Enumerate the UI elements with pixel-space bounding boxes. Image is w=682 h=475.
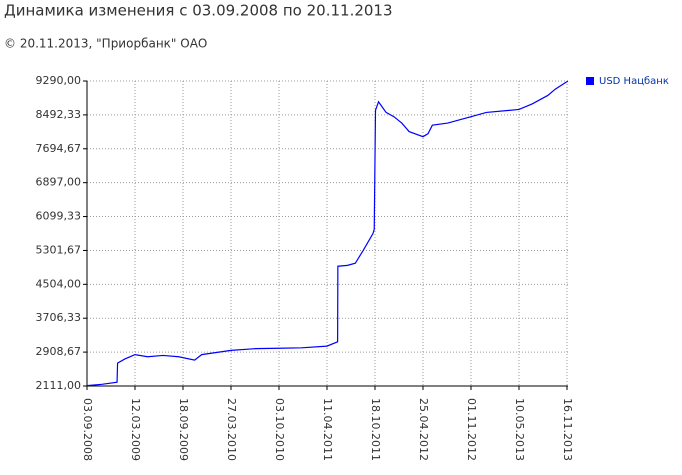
- y-tick-label: 4504,00: [36, 277, 82, 290]
- x-tick-label: 16.11.2013: [561, 398, 574, 461]
- legend-label: USD Нацбанк: [599, 76, 669, 87]
- x-tick-label: 12.03.2009: [129, 398, 142, 461]
- x-tick-label: 18.09.2009: [177, 398, 190, 461]
- x-tick-label: 03.09.2008: [81, 398, 94, 461]
- x-tick-label: 27.03.2010: [225, 398, 238, 461]
- line: [86, 80, 569, 387]
- x-tick-label: 18.10.2011: [369, 398, 382, 461]
- y-tick-label: 2111,00: [36, 379, 82, 392]
- y-tick-label: 7694,67: [36, 142, 82, 155]
- x-tick-label: 11.04.2011: [321, 398, 334, 461]
- chart-title: Динамика изменения с 03.09.2008 по 20.11…: [4, 2, 393, 20]
- y-tick-label: 8492,33: [36, 108, 82, 121]
- y-tick-label: 5301,67: [36, 243, 82, 256]
- y-tick-label: 6897,00: [36, 176, 82, 189]
- y-tick-label: 2908,67: [36, 345, 82, 358]
- legend-swatch: [586, 77, 594, 85]
- y-tick-label: 6099,33: [36, 210, 82, 223]
- y-tick-label: 9290,00: [36, 74, 82, 87]
- y-tick-label: 3706,33: [36, 311, 82, 324]
- x-tick-label: 01.11.2012: [465, 398, 478, 461]
- x-tick-label: 10.05.2013: [513, 398, 526, 461]
- x-tick-label: 25.04.2012: [417, 398, 430, 461]
- x-tick-label: 03.10.2010: [273, 398, 286, 461]
- chart-subtitle: © 20.11.2013, "Приорбанк" ОАО: [4, 37, 207, 51]
